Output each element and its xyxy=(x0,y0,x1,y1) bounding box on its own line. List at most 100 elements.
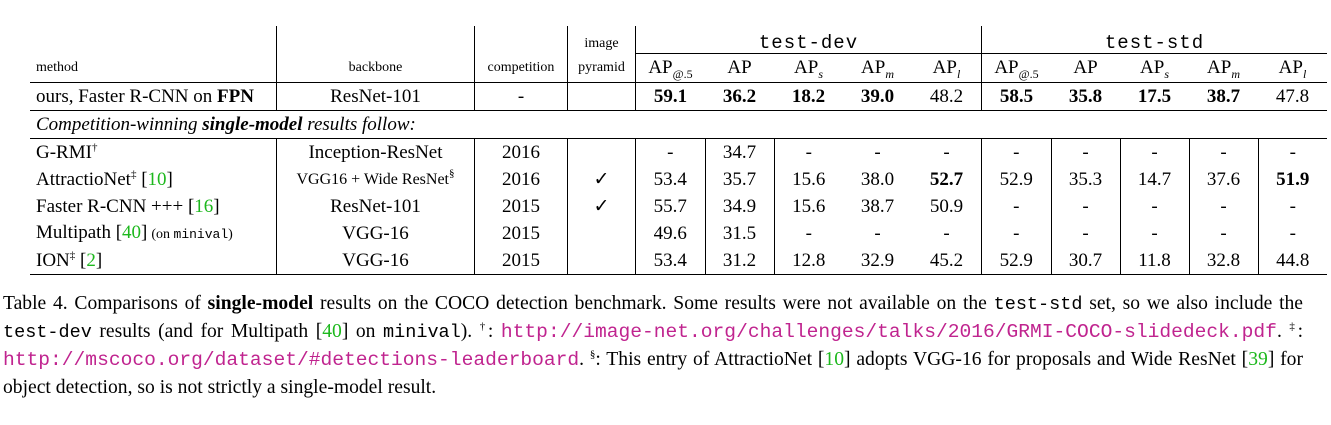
backbone-name: VGG16 + Wide ResNet xyxy=(296,171,449,188)
citation-link[interactable]: 16 xyxy=(194,195,214,217)
value-cell: 14.7 xyxy=(1120,166,1190,193)
value-cell: 39.0 xyxy=(843,82,912,111)
header-competition: competition xyxy=(474,53,568,83)
value-cell: 17.5 xyxy=(1120,82,1189,111)
value-cell: 12.8 xyxy=(774,247,843,275)
header-ap: APs xyxy=(794,57,823,81)
footnote-mark: ‡ xyxy=(130,168,137,181)
table-row: Faster R-CNN +++ [16] ResNet-101 2015 ✓ 55.7… xyxy=(30,193,1327,220)
note-end: ) xyxy=(228,226,233,242)
table-row: Multipath [40] (on minival) VGG-16 2015 49.6… xyxy=(30,220,1327,247)
header-ap: APs xyxy=(1140,57,1169,81)
value-cell: 32.8 xyxy=(1189,247,1259,275)
header-backbone: backbone xyxy=(276,53,475,83)
header-row-top: image test-dev test-std xyxy=(30,26,1327,54)
grmi-slides-link[interactable]: http://image-net.org/challenges/talks/20… xyxy=(500,321,1277,343)
citation-link[interactable]: 10 xyxy=(147,168,167,190)
ours-row: ours, Faster R-CNN on FPN ResNet-101 - 5… xyxy=(30,82,1327,111)
method-cell: ION‡ [2] xyxy=(30,247,277,275)
footnote-mark: § xyxy=(449,167,455,180)
value-cell: 36.2 xyxy=(705,82,774,111)
method-cell: AttractioNet‡ [10] xyxy=(30,166,277,193)
backbone-cell: VGG-16 xyxy=(276,220,475,247)
citation-link[interactable]: 10 xyxy=(824,349,844,370)
value-cell: 44.8 xyxy=(1258,247,1327,275)
header-row-bottom: method backbone competition pyramid AP@.… xyxy=(30,53,1327,83)
method-name: AttractioNet xyxy=(36,168,131,190)
header-test-dev: test-dev xyxy=(635,26,982,54)
competition-cell: 2015 xyxy=(474,247,568,275)
value-cell: 53.4 xyxy=(635,166,706,193)
backbone-name: Inception-ResNet xyxy=(308,141,443,163)
value-cell: - xyxy=(1289,222,1296,244)
value-cell: - xyxy=(1189,220,1259,247)
competition-cell: 2015 xyxy=(474,220,568,247)
value-cell: 52.7 xyxy=(912,166,982,193)
citation-link[interactable]: 39 xyxy=(1248,349,1268,370)
backbone-cell: VGG-16 xyxy=(276,247,475,275)
value-cell: 30.7 xyxy=(1051,247,1121,275)
results-table: image test-dev test-std method backbone … xyxy=(30,26,1327,275)
pyramid-cell: ✓ xyxy=(567,166,636,193)
method-name: G-RMI xyxy=(36,141,92,163)
value-cell: - xyxy=(981,193,1052,220)
value-cell: 38.0 xyxy=(860,168,895,190)
header-ap: AP xyxy=(1073,57,1098,78)
value-cell: 58.5 xyxy=(981,82,1051,111)
header-test-std: test-std xyxy=(981,26,1327,54)
header-ap: AP@.5 xyxy=(994,57,1039,81)
header-ap: AP xyxy=(727,57,752,78)
value-cell: - xyxy=(805,141,812,163)
value-cell: 34.7 xyxy=(705,138,775,166)
citation-link[interactable]: 40 xyxy=(322,321,342,342)
citation-link[interactable]: 2 xyxy=(86,249,96,271)
value-cell: 15.6 xyxy=(792,195,826,217)
pyramid-cell: ✓ xyxy=(567,193,636,220)
value-cell: 18.2 xyxy=(774,82,843,111)
value-cell: - xyxy=(912,220,982,247)
value-cell: - xyxy=(805,222,812,244)
value-cell: - xyxy=(1289,195,1296,217)
backbone-cell: Inception-ResNet xyxy=(276,138,475,166)
table-row: ION‡ [2] VGG-16 2015 53.4 31.2 12.8 32.9 45.2 52… xyxy=(30,247,1327,275)
value-cell: - xyxy=(1120,138,1190,166)
value-cell: - xyxy=(1189,193,1259,220)
value-cell: - xyxy=(1189,138,1259,166)
header-cell-empty xyxy=(276,26,475,54)
value-cell: - xyxy=(1051,193,1121,220)
header-ap: APm xyxy=(861,57,894,81)
value-cell: - xyxy=(981,220,1052,247)
method-cell: ours, Faster R-CNN on FPN xyxy=(30,82,277,111)
header-cell-empty xyxy=(30,26,277,54)
value-cell: 59.1 xyxy=(635,82,705,111)
competition-cell: 2016 xyxy=(474,138,568,166)
footnote-mark: ‡ xyxy=(69,249,76,262)
value-cell: - xyxy=(874,141,881,163)
coco-leaderboard-link[interactable]: http://mscoco.org/dataset/#detections-le… xyxy=(3,349,580,371)
value-cell: 37.6 xyxy=(1189,166,1259,193)
backbone-name: VGG-16 xyxy=(342,249,409,271)
header-ap: APm xyxy=(1207,57,1240,81)
value-cell: - xyxy=(635,138,706,166)
value-cell: 38.7 xyxy=(860,195,895,217)
competition-cell: 2015 xyxy=(474,193,568,220)
table-row: G-RMI† Inception-ResNet 2016-34.7- - - - - - - - xyxy=(30,138,1327,166)
value-cell: 50.9 xyxy=(912,193,982,220)
footnote-mark: † xyxy=(91,141,98,154)
value-cell: 31.2 xyxy=(705,247,775,275)
value-cell: 31.5 xyxy=(705,220,775,247)
value-cell: - xyxy=(981,138,1052,166)
header-ap: AP@.5 xyxy=(648,57,693,81)
value-cell: 15.6 xyxy=(792,168,826,190)
pyramid-cell xyxy=(567,220,636,247)
pyramid-cell xyxy=(567,247,636,275)
note-text: (on xyxy=(151,226,174,242)
citation-link[interactable]: 40 xyxy=(122,221,142,243)
method-cell: Faster R-CNN +++ [16] xyxy=(30,193,277,220)
header-ap: APl xyxy=(912,53,982,83)
note-mono: minival xyxy=(173,226,229,242)
value-cell: 34.9 xyxy=(705,193,775,220)
method-name: Faster R-CNN +++ xyxy=(36,195,184,217)
table-row: AttractioNet‡ [10] VGG16 + Wide ResNet§ 20… xyxy=(30,166,1327,193)
value-cell: 45.2 xyxy=(912,247,982,275)
